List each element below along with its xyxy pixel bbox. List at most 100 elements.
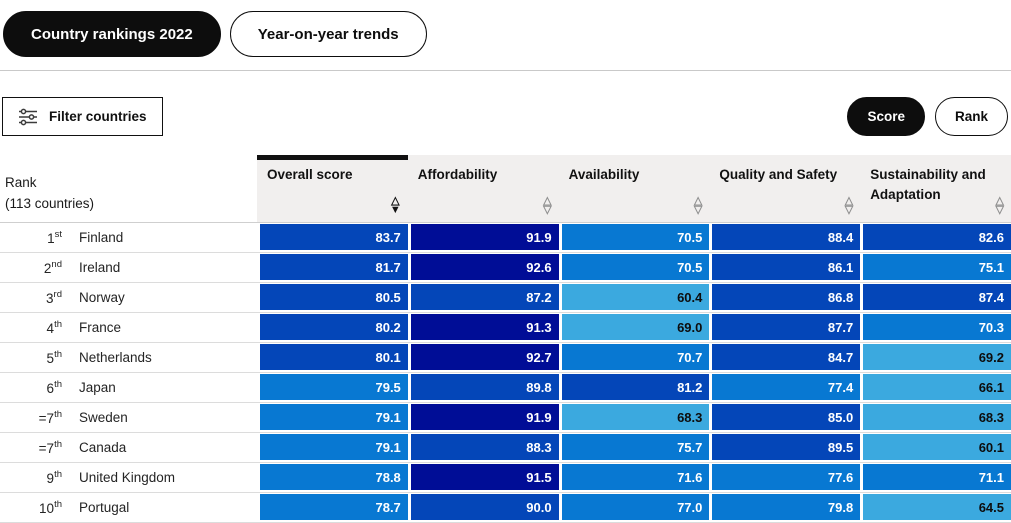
score-cell: 69.0 bbox=[561, 314, 710, 340]
score-cell: 70.3 bbox=[863, 314, 1011, 340]
score-cell: 79.8 bbox=[712, 494, 861, 520]
column-label: Overall score bbox=[267, 167, 353, 182]
score-cell: 91.3 bbox=[410, 314, 559, 340]
column-label: Availability bbox=[568, 167, 640, 182]
toolbar: Filter countries Score Rank bbox=[0, 71, 1011, 136]
score-cell: 88.4 bbox=[712, 224, 861, 250]
score-cell: 88.3 bbox=[410, 434, 559, 460]
score-cell: 89.5 bbox=[712, 434, 861, 460]
sort-icon[interactable]: △ ▽ bbox=[844, 195, 854, 216]
rank-column-header: Rank (113 countries) bbox=[0, 155, 257, 222]
country-label: United Kingdom bbox=[79, 470, 176, 485]
score-cell: 81.2 bbox=[561, 374, 710, 400]
score-cell: 77.6 bbox=[712, 464, 861, 490]
score-cell: 87.4 bbox=[863, 284, 1011, 310]
country-label: Finland bbox=[79, 230, 124, 245]
sort-icon[interactable]: △ ▽ bbox=[693, 195, 703, 216]
column-header-affordability[interactable]: Affordability △ ▽ bbox=[407, 155, 559, 222]
table-header-row: Rank (113 countries) Overall score △ ▼ Affo… bbox=[0, 155, 1011, 223]
column-header-availability[interactable]: Availability △ ▽ bbox=[558, 155, 710, 222]
country-label: Norway bbox=[79, 290, 125, 305]
table-row: =7 th Sweden 79.1 91.9 68.3 85.0 68.3 bbox=[0, 403, 1011, 433]
country-label: Japan bbox=[79, 380, 116, 395]
score-cell: 91.5 bbox=[410, 464, 559, 490]
country-label: France bbox=[79, 320, 122, 335]
table-row: =7 th Canada 79.1 88.3 75.7 89.5 60.1 bbox=[0, 433, 1011, 463]
sliders-icon bbox=[18, 108, 38, 126]
score-toggle-button[interactable]: Score bbox=[847, 97, 925, 136]
score-cell: 71.6 bbox=[561, 464, 710, 490]
column-header-quality-and-safety[interactable]: Quality and Safety △ ▽ bbox=[709, 155, 861, 222]
score-cell: 84.7 bbox=[712, 344, 861, 370]
score-cell: 87.7 bbox=[712, 314, 861, 340]
score-cell: 60.1 bbox=[863, 434, 1011, 460]
score-cell: 75.1 bbox=[863, 254, 1011, 280]
view-tabs: Country rankings 2022 Year-on-year trend… bbox=[0, 0, 1011, 57]
score-cell: 81.7 bbox=[260, 254, 408, 280]
score-cell: 60.4 bbox=[561, 284, 710, 310]
score-cell: 68.3 bbox=[561, 404, 710, 430]
column-header-overall-score[interactable]: Overall score △ ▼ bbox=[257, 155, 408, 222]
score-cell: 68.3 bbox=[863, 404, 1011, 430]
score-cell: 83.7 bbox=[260, 224, 408, 250]
country-label: Sweden bbox=[79, 410, 128, 425]
score-cell: 87.2 bbox=[410, 284, 559, 310]
score-cell: 70.7 bbox=[561, 344, 710, 370]
score-cell: 92.6 bbox=[410, 254, 559, 280]
sort-icon[interactable]: △ ▽ bbox=[543, 195, 552, 216]
tab-year-on-year-trends[interactable]: Year-on-year trends bbox=[229, 11, 427, 57]
column-label: Affordability bbox=[417, 167, 498, 182]
filter-countries-label: Filter countries bbox=[49, 109, 147, 124]
column-label: Quality and Safety bbox=[719, 167, 838, 182]
column-label: Sustainability and Adaptation bbox=[870, 167, 986, 202]
sort-icon[interactable]: △ ▽ bbox=[995, 195, 1004, 216]
tab-country-rankings-2022[interactable]: Country rankings 2022 bbox=[3, 11, 221, 57]
score-cell: 79.1 bbox=[260, 434, 408, 460]
score-cell: 85.0 bbox=[712, 404, 861, 430]
country-label: Portugal bbox=[79, 500, 130, 515]
score-cell: 64.5 bbox=[863, 494, 1011, 520]
rank-header-line2: (113 countries) bbox=[5, 196, 95, 211]
rank-header-line1: Rank bbox=[5, 175, 37, 190]
country-label: Canada bbox=[79, 440, 127, 455]
score-cell: 70.5 bbox=[561, 254, 710, 280]
divider bbox=[0, 70, 1011, 71]
score-rank-toggle: Score Rank bbox=[847, 97, 1008, 136]
score-cell: 79.5 bbox=[260, 374, 408, 400]
score-cell: 80.5 bbox=[260, 284, 408, 310]
score-cell: 78.8 bbox=[260, 464, 408, 490]
rank-label: =7 th bbox=[38, 409, 62, 426]
score-cell: 79.1 bbox=[260, 404, 408, 430]
filter-countries-button[interactable]: Filter countries bbox=[2, 97, 163, 136]
score-cell: 86.8 bbox=[712, 284, 861, 310]
column-header-sustainability-and-adaptation[interactable]: Sustainability and Adaptation △ ▽ bbox=[860, 155, 1011, 222]
score-cell: 77.4 bbox=[712, 374, 861, 400]
rank-toggle-button[interactable]: Rank bbox=[934, 97, 1008, 136]
score-cell: 80.1 bbox=[260, 344, 408, 370]
sort-icon[interactable]: △ ▼ bbox=[389, 195, 401, 216]
score-cell: 80.2 bbox=[260, 314, 408, 340]
score-cell: 66.1 bbox=[863, 374, 1011, 400]
score-cell: 69.2 bbox=[863, 344, 1011, 370]
score-cell: 75.7 bbox=[561, 434, 710, 460]
score-cell: 90.0 bbox=[410, 494, 559, 520]
score-cell: 92.7 bbox=[410, 344, 559, 370]
score-cell: 70.5 bbox=[561, 224, 710, 250]
